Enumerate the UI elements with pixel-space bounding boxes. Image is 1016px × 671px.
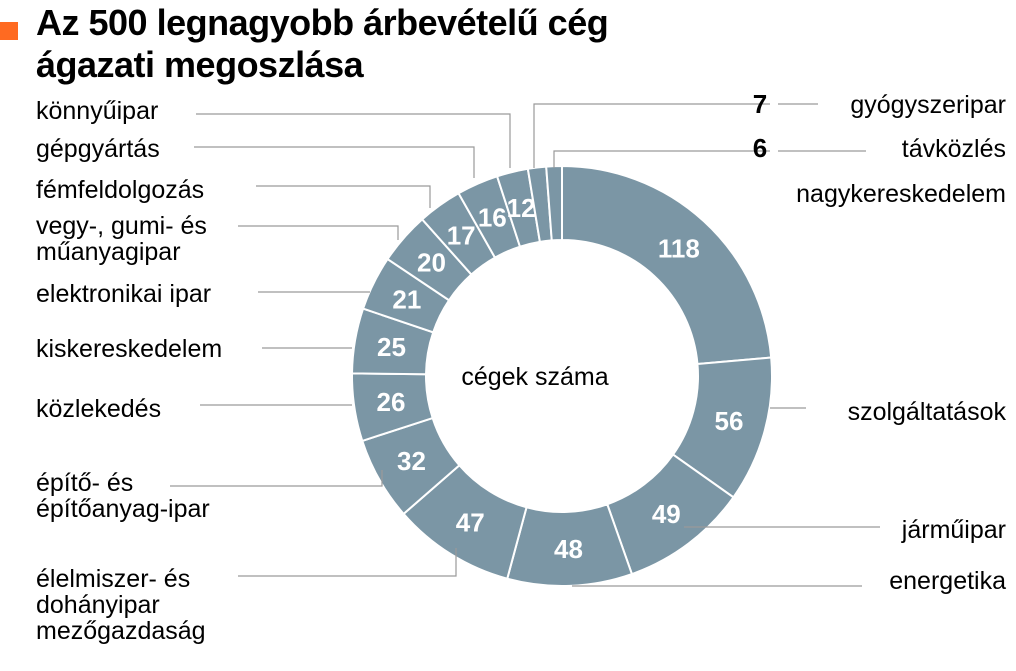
category-label-tavkozles: távközlés bbox=[902, 135, 1006, 163]
leader-line-elelmiszer-es-dohanyipar-mezogazdasag bbox=[238, 548, 457, 577]
leader-line-konnyuipar bbox=[196, 113, 511, 168]
category-label-line: élelmiszer- és bbox=[36, 565, 190, 593]
value-label-gyogyszeripar: 7 bbox=[753, 89, 767, 119]
category-label-gepgyartas: gépgyártás bbox=[36, 135, 160, 163]
chart-title-line-1: Az 500 legnagyobb árbevételű cég bbox=[36, 2, 609, 43]
category-label-elelmiszer-es-dohanyipar-mezogazdasag: élelmiszer- és dohányipar mezőgazdaság bbox=[36, 565, 206, 645]
value-label-kiskereskedelem: 25 bbox=[377, 332, 406, 362]
category-label-konnyuipar: könnyűipar bbox=[36, 97, 158, 125]
category-label-jarmuipar: járműipar bbox=[901, 516, 1006, 544]
category-label-line: vegy-, gumi- és bbox=[36, 212, 207, 240]
category-label-line: fémfeldolgozás bbox=[36, 176, 204, 204]
value-label-elelmiszer-es-dohanyipar-mezogazdasag: 47 bbox=[456, 508, 485, 538]
category-label-line: közlekedés bbox=[36, 395, 161, 423]
value-leader-gyogyszeripar bbox=[533, 103, 770, 168]
category-label-line: kiskereskedelem bbox=[36, 335, 222, 363]
category-label-line: távközlés bbox=[902, 135, 1006, 163]
slice-nagykereskedelem bbox=[561, 164, 773, 366]
value-label-femfeldolgozas: 17 bbox=[447, 220, 476, 250]
category-label-line: könnyűipar bbox=[36, 97, 158, 125]
category-label-line: járműipar bbox=[901, 516, 1006, 544]
value-leader-tavkozles bbox=[553, 150, 770, 168]
title-marker bbox=[0, 22, 18, 40]
value-label-elektronikai-ipar: 21 bbox=[392, 284, 421, 314]
value-label-energetika: 48 bbox=[554, 534, 583, 564]
value-label-kozlekedes: 26 bbox=[377, 387, 406, 417]
category-label-line: nagykereskedelem bbox=[796, 180, 1006, 208]
value-label-nagykereskedelem: 118 bbox=[658, 233, 700, 263]
chart-title: Az 500 legnagyobb árbevételű cég ágazati… bbox=[36, 2, 609, 86]
value-label-epito-es-epitoanyag-ipar: 32 bbox=[397, 446, 426, 476]
value-label-szolgaltatasok: 56 bbox=[715, 406, 744, 436]
leader-line-femfeldolgozas bbox=[256, 185, 431, 208]
value-label-tavkozles: 6 bbox=[753, 133, 767, 163]
category-label-line: dohányipar bbox=[36, 591, 160, 619]
category-label-line: energetika bbox=[889, 567, 1006, 595]
category-label-line: építő- és bbox=[36, 469, 133, 497]
leader-line-epito-es-epitoanyag-ipar bbox=[170, 470, 383, 487]
category-label-line: gépgyártás bbox=[36, 135, 160, 163]
leader-line-gepgyartas bbox=[194, 146, 475, 178]
category-label-line: építőanyag-ipar bbox=[36, 495, 210, 523]
category-label-epito-es-epitoanyag-ipar: építő- és építőanyag-ipar bbox=[36, 469, 210, 523]
category-label-nagykereskedelem: nagykereskedelem bbox=[796, 180, 1006, 208]
category-label-line: elektronikai ipar bbox=[36, 280, 211, 308]
category-label-gyogyszeripar: gyógyszeripar bbox=[850, 91, 1006, 119]
category-label-femfeldolgozas: fémfeldolgozás bbox=[36, 176, 204, 204]
category-label-energetika: energetika bbox=[889, 567, 1006, 595]
leader-line-vegy-gumi-es-muanyagipar bbox=[238, 225, 399, 240]
value-label-gepgyartas: 16 bbox=[478, 203, 507, 233]
center-label: cégek száma bbox=[461, 363, 608, 391]
category-label-kozlekedes: közlekedés bbox=[36, 395, 161, 423]
category-label-vegy-gumi-es-muanyagipar: vegy-, gumi- és műanyagipar bbox=[36, 212, 207, 266]
value-label-jarmuipar: 49 bbox=[652, 499, 681, 529]
category-label-line: mezőgazdaság bbox=[36, 617, 206, 645]
category-label-elektronikai-ipar: elektronikai ipar bbox=[36, 280, 211, 308]
category-label-line: gyógyszeripar bbox=[850, 91, 1006, 119]
value-label-konnyuipar: 12 bbox=[507, 193, 536, 223]
chart-title-line-2: ágazati megoszlása bbox=[36, 44, 364, 85]
slice-tavkozles bbox=[545, 164, 563, 242]
category-label-kiskereskedelem: kiskereskedelem bbox=[36, 335, 222, 363]
category-label-szolgaltatasok: szolgáltatások bbox=[848, 398, 1007, 426]
category-label-line: műanyagipar bbox=[36, 238, 181, 266]
value-label-vegy-gumi-es-muanyagipar: 20 bbox=[417, 247, 446, 277]
category-label-line: szolgáltatások bbox=[848, 398, 1007, 426]
